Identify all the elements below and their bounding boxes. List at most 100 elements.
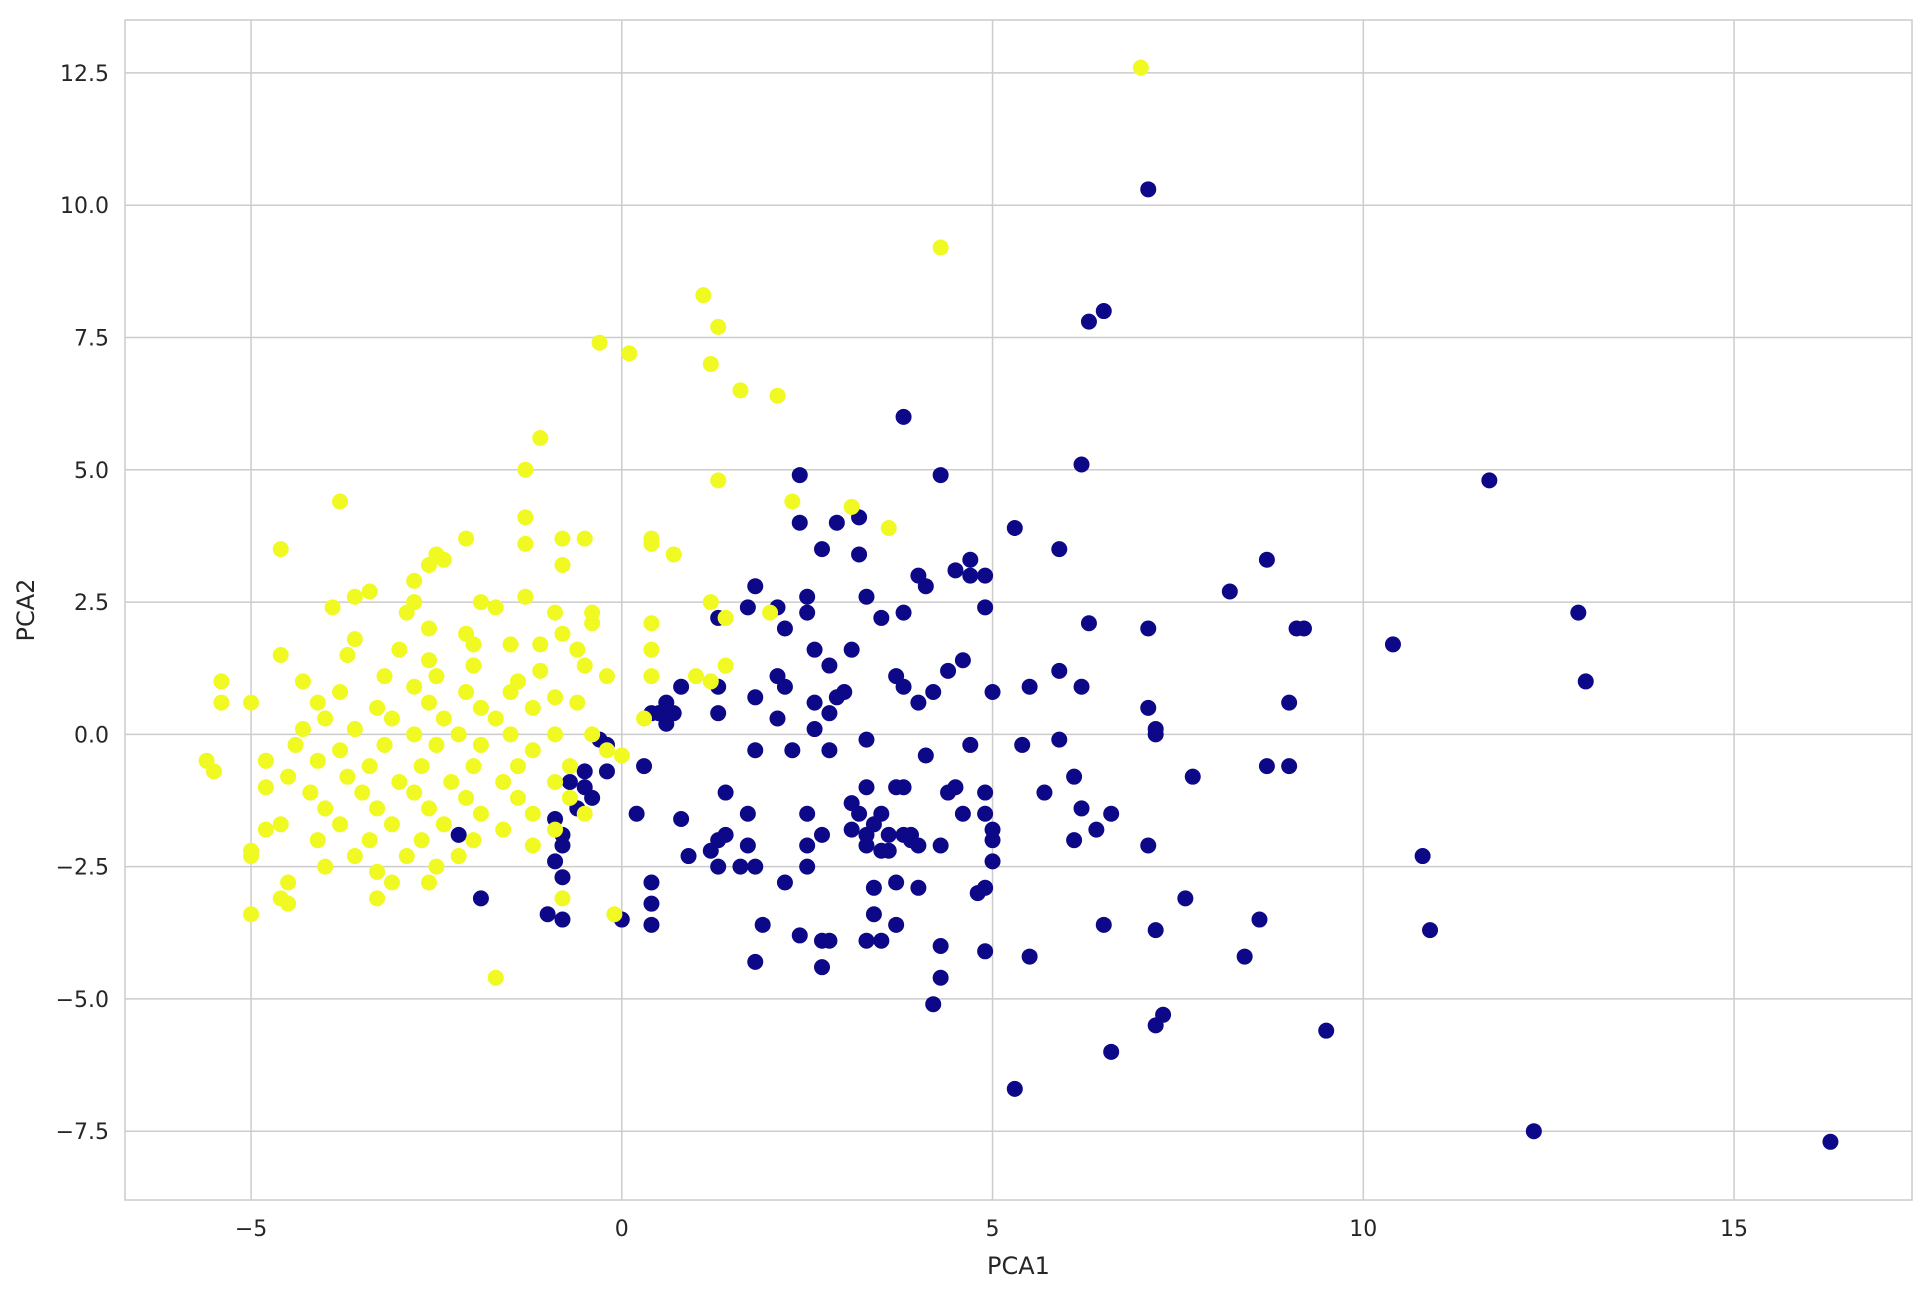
- data-point: [1236, 948, 1253, 965]
- data-point: [591, 334, 608, 351]
- data-point: [791, 467, 808, 484]
- data-point: [762, 604, 779, 621]
- data-point: [962, 567, 979, 584]
- data-point: [383, 710, 400, 727]
- data-point: [1147, 1017, 1164, 1034]
- y-tick-label: 2.5: [74, 591, 109, 616]
- data-point: [754, 916, 771, 933]
- data-point: [421, 652, 438, 669]
- data-point: [984, 684, 1001, 701]
- data-point: [584, 615, 601, 632]
- data-point: [561, 773, 578, 790]
- x-tick-label: 0: [615, 1217, 629, 1242]
- data-point: [784, 493, 801, 510]
- data-point: [910, 694, 927, 711]
- data-point: [443, 773, 460, 790]
- data-point: [732, 382, 749, 399]
- data-point: [272, 646, 289, 663]
- data-point: [954, 805, 971, 822]
- data-point: [865, 906, 882, 923]
- data-point: [294, 673, 311, 690]
- data-point: [598, 742, 615, 759]
- y-tick-label: 7.5: [74, 326, 109, 351]
- data-point: [413, 758, 430, 775]
- data-point: [858, 731, 875, 748]
- data-point: [814, 959, 831, 976]
- data-point: [895, 408, 912, 425]
- data-point: [517, 461, 534, 478]
- data-point: [895, 779, 912, 796]
- data-point: [213, 673, 230, 690]
- data-point: [888, 874, 905, 891]
- data-point: [287, 736, 304, 753]
- data-point: [554, 911, 571, 928]
- data-point: [554, 625, 571, 642]
- data-point: [428, 668, 445, 685]
- data-point: [576, 763, 593, 780]
- data-point: [977, 805, 994, 822]
- data-point: [1147, 922, 1164, 939]
- data-point: [376, 668, 393, 685]
- data-point: [917, 578, 934, 595]
- data-point: [828, 514, 845, 531]
- data-point: [450, 726, 467, 743]
- data-point: [613, 747, 630, 764]
- data-point: [821, 657, 838, 674]
- data-point: [317, 710, 334, 727]
- data-point: [280, 874, 297, 891]
- data-point: [932, 837, 949, 854]
- data-point: [843, 821, 860, 838]
- grid: [125, 20, 1912, 1200]
- x-axis-ticks: −5 0 5 10 15: [235, 1217, 1748, 1242]
- data-point: [643, 668, 660, 685]
- data-point: [272, 816, 289, 833]
- data-point: [1021, 948, 1038, 965]
- data-point: [888, 916, 905, 933]
- data-point: [576, 657, 593, 674]
- data-point: [1481, 472, 1498, 489]
- data-point: [702, 673, 719, 690]
- data-point: [814, 541, 831, 558]
- data-point: [502, 726, 519, 743]
- data-point: [1073, 456, 1090, 473]
- data-point: [940, 784, 957, 801]
- data-point: [739, 837, 756, 854]
- data-point: [636, 758, 653, 775]
- data-point: [769, 710, 786, 727]
- data-point: [547, 689, 564, 706]
- data-point: [695, 287, 712, 304]
- data-point: [487, 599, 504, 616]
- data-point: [702, 355, 719, 372]
- data-point: [1577, 673, 1594, 690]
- data-point: [435, 816, 452, 833]
- data-point: [1132, 59, 1149, 76]
- data-point: [1021, 678, 1038, 695]
- y-tick-label: 0.0: [74, 723, 109, 748]
- x-tick-label: −5: [235, 1217, 267, 1242]
- data-point: [465, 758, 482, 775]
- data-point: [806, 641, 823, 658]
- data-point: [717, 657, 734, 674]
- data-point: [465, 636, 482, 653]
- data-point: [495, 773, 512, 790]
- data-point: [547, 726, 564, 743]
- data-point: [487, 969, 504, 986]
- data-point: [487, 710, 504, 727]
- data-point: [547, 604, 564, 621]
- data-point: [332, 684, 349, 701]
- data-point: [472, 736, 489, 753]
- data-point: [977, 567, 994, 584]
- data-point: [910, 837, 927, 854]
- data-point: [1570, 604, 1587, 621]
- data-point: [465, 657, 482, 674]
- data-point: [895, 678, 912, 695]
- data-point: [346, 588, 363, 605]
- data-point: [376, 736, 393, 753]
- data-point: [569, 694, 586, 711]
- data-point: [643, 874, 660, 891]
- data-point: [858, 932, 875, 949]
- data-point: [561, 789, 578, 806]
- data-point: [272, 541, 289, 558]
- data-point: [584, 726, 601, 743]
